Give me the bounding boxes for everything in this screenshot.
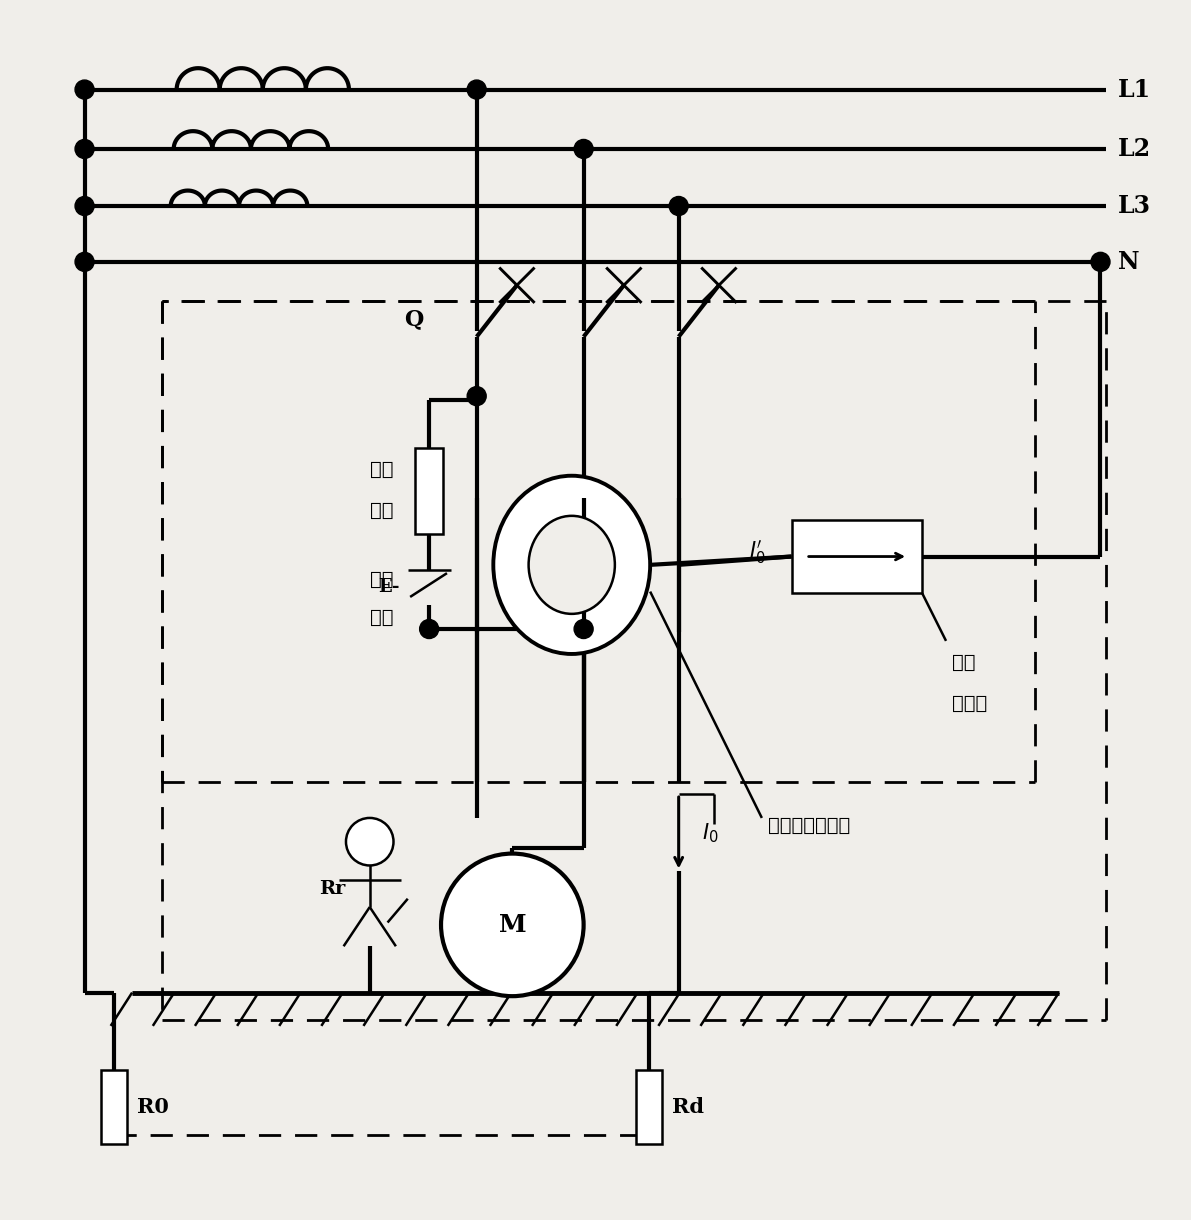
Text: $I_0$: $I_0$	[703, 821, 719, 845]
Circle shape	[75, 196, 94, 216]
Bar	[414, 449, 443, 534]
Circle shape	[419, 620, 438, 638]
Circle shape	[441, 854, 584, 997]
Circle shape	[467, 387, 486, 405]
Text: L1: L1	[1118, 78, 1152, 101]
Circle shape	[574, 620, 593, 638]
Circle shape	[345, 817, 393, 865]
Circle shape	[75, 253, 94, 271]
Circle shape	[467, 81, 486, 99]
Ellipse shape	[529, 516, 615, 614]
Bar	[101, 1070, 127, 1143]
Text: L3: L3	[1118, 194, 1152, 218]
Text: E-: E-	[378, 578, 399, 597]
Text: 零序电流互感器: 零序电流互感器	[768, 815, 850, 834]
Text: Rd: Rd	[672, 1097, 704, 1116]
Text: Q: Q	[404, 307, 423, 329]
Circle shape	[75, 81, 94, 99]
Circle shape	[574, 139, 593, 159]
Text: 电阻: 电阻	[370, 500, 393, 520]
Text: 脱扣器: 脱扣器	[952, 694, 987, 714]
Text: $I_0'$: $I_0'$	[749, 538, 766, 566]
Text: Rr: Rr	[319, 881, 345, 898]
Text: 按钮: 按钮	[370, 608, 393, 627]
Bar	[792, 520, 922, 593]
Text: L2: L2	[1118, 137, 1152, 161]
Circle shape	[1091, 253, 1110, 271]
Circle shape	[669, 196, 688, 216]
Text: 漏电: 漏电	[952, 653, 975, 672]
Text: M: M	[499, 913, 526, 937]
Bar	[636, 1070, 662, 1143]
Text: N: N	[1118, 250, 1140, 273]
Ellipse shape	[493, 476, 650, 654]
Text: R0: R0	[137, 1097, 169, 1116]
Text: 试验: 试验	[370, 570, 393, 588]
Text: 试验: 试验	[370, 460, 393, 479]
Circle shape	[75, 139, 94, 159]
